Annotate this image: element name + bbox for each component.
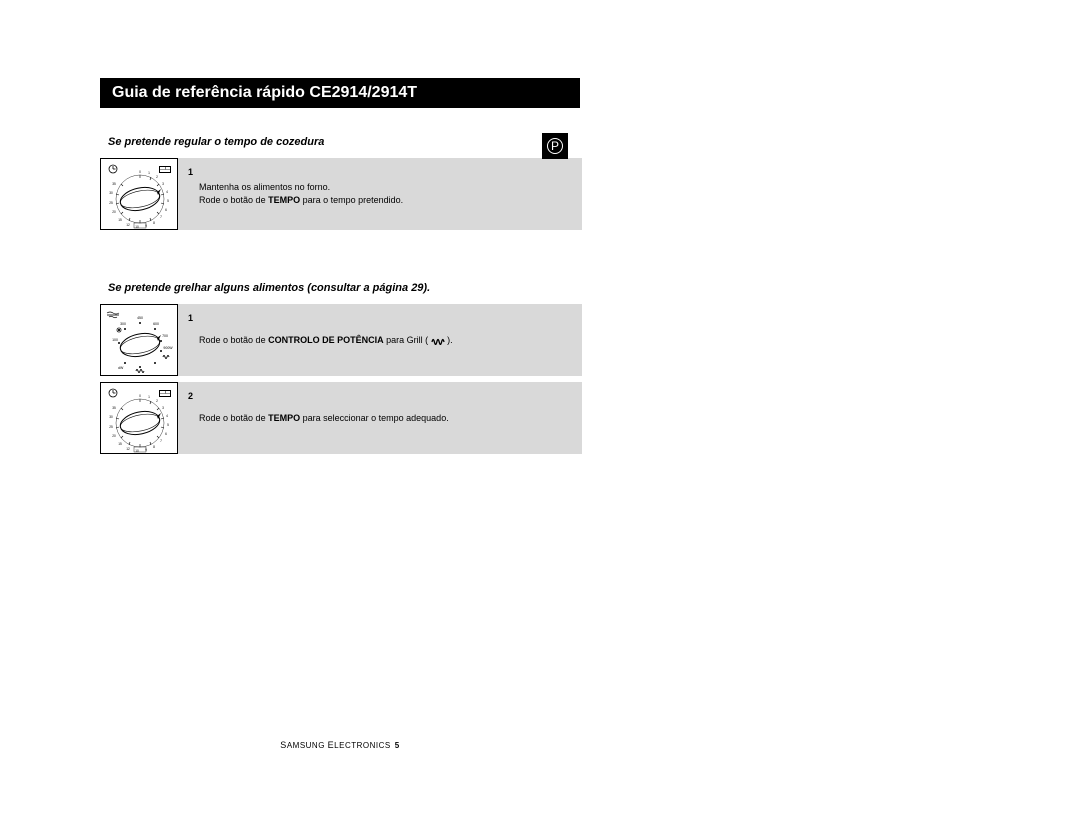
svg-text:3: 3 bbox=[162, 406, 164, 410]
step-line: Mantenha os alimentos no forno. bbox=[199, 181, 403, 194]
svg-text:20: 20 bbox=[112, 210, 116, 214]
svg-text:3: 3 bbox=[162, 182, 164, 186]
svg-text:6: 6 bbox=[165, 432, 167, 436]
power-dial-diagram: 100 300 450 600 700 900W bbox=[100, 304, 178, 376]
language-badge-letter: P bbox=[547, 138, 563, 154]
step-number: 1 bbox=[188, 166, 193, 179]
svg-text:900W: 900W bbox=[163, 346, 173, 350]
svg-text:7: 7 bbox=[160, 215, 162, 219]
step-line: Rode o botão de TEMPO para o tempo prete… bbox=[199, 194, 403, 207]
svg-text:25: 25 bbox=[109, 201, 113, 205]
svg-text:30: 30 bbox=[109, 191, 113, 195]
svg-text:10: 10 bbox=[135, 449, 139, 453]
svg-text:8: 8 bbox=[153, 445, 155, 449]
grill-icon bbox=[431, 336, 445, 345]
timer-dial-diagram: 0 1 2 3 4 5 6 7 8 9 10 12 15 20 bbox=[100, 382, 178, 454]
step-line: Rode o botão de CONTROLO DE POTÊNCIA par… bbox=[199, 334, 453, 347]
step-number: 2 bbox=[188, 390, 193, 403]
svg-text:15: 15 bbox=[118, 442, 122, 446]
section-heading: Se pretende grelhar alguns alimentos (co… bbox=[100, 282, 600, 294]
svg-text:1: 1 bbox=[148, 171, 150, 175]
svg-text:700: 700 bbox=[162, 334, 168, 338]
page-number: 5 bbox=[395, 741, 400, 750]
step-row: 0 1 2 3 4 5 6 7 8 9 10 12 15 20 bbox=[100, 158, 582, 230]
svg-text:7: 7 bbox=[160, 439, 162, 443]
svg-text:dW: dW bbox=[118, 366, 124, 370]
svg-text:1: 1 bbox=[148, 395, 150, 399]
step-text: 1 Rode o botão de CONTROLO DE POTÊNCIA p… bbox=[178, 304, 582, 376]
svg-text:2: 2 bbox=[156, 175, 158, 179]
svg-text:300: 300 bbox=[120, 322, 126, 326]
svg-text:100: 100 bbox=[112, 338, 118, 342]
svg-text:450: 450 bbox=[137, 316, 143, 320]
svg-text:0: 0 bbox=[139, 394, 141, 398]
svg-text:600: 600 bbox=[153, 322, 159, 326]
svg-text:2: 2 bbox=[156, 399, 158, 403]
step-text: 1 Mantenha os alimentos no forno. Rode o… bbox=[178, 158, 582, 230]
page-footer: SAMSUNG ELECTRONICS5 bbox=[100, 740, 580, 750]
language-badge: P bbox=[542, 133, 568, 159]
svg-text:10: 10 bbox=[135, 225, 139, 229]
svg-text:5: 5 bbox=[167, 423, 169, 427]
svg-text:15: 15 bbox=[118, 218, 122, 222]
step-text: 2 Rode o botão de TEMPO para seleccionar… bbox=[178, 382, 582, 454]
svg-text:30: 30 bbox=[109, 415, 113, 419]
page-title: Guia de referência rápido CE2914/2914T bbox=[100, 78, 580, 108]
step-row: 100 300 450 600 700 900W bbox=[100, 304, 582, 376]
section-cooking-time: Se pretende regular o tempo de cozedura … bbox=[100, 136, 600, 230]
svg-text:20: 20 bbox=[112, 434, 116, 438]
svg-text:0: 0 bbox=[139, 170, 141, 174]
svg-text:25: 25 bbox=[109, 425, 113, 429]
section-grill: Se pretende grelhar alguns alimentos (co… bbox=[100, 282, 600, 454]
timer-dial-diagram: 0 1 2 3 4 5 6 7 8 9 10 12 15 20 bbox=[100, 158, 178, 230]
section-heading: Se pretende regular o tempo de cozedura bbox=[100, 136, 600, 148]
step-number: 1 bbox=[188, 312, 193, 325]
svg-text:4: 4 bbox=[166, 414, 168, 418]
svg-text:12: 12 bbox=[126, 223, 130, 227]
step-row: 0 1 2 3 4 5 6 7 8 9 10 12 15 20 bbox=[100, 382, 582, 454]
step-line: Rode o botão de TEMPO para seleccionar o… bbox=[199, 412, 449, 425]
svg-text:4: 4 bbox=[166, 190, 168, 194]
svg-text:6: 6 bbox=[165, 208, 167, 212]
svg-text:5: 5 bbox=[167, 199, 169, 203]
svg-text:8: 8 bbox=[153, 221, 155, 225]
svg-text:35: 35 bbox=[112, 406, 116, 410]
svg-text:35: 35 bbox=[112, 182, 116, 186]
svg-text:12: 12 bbox=[126, 447, 130, 451]
